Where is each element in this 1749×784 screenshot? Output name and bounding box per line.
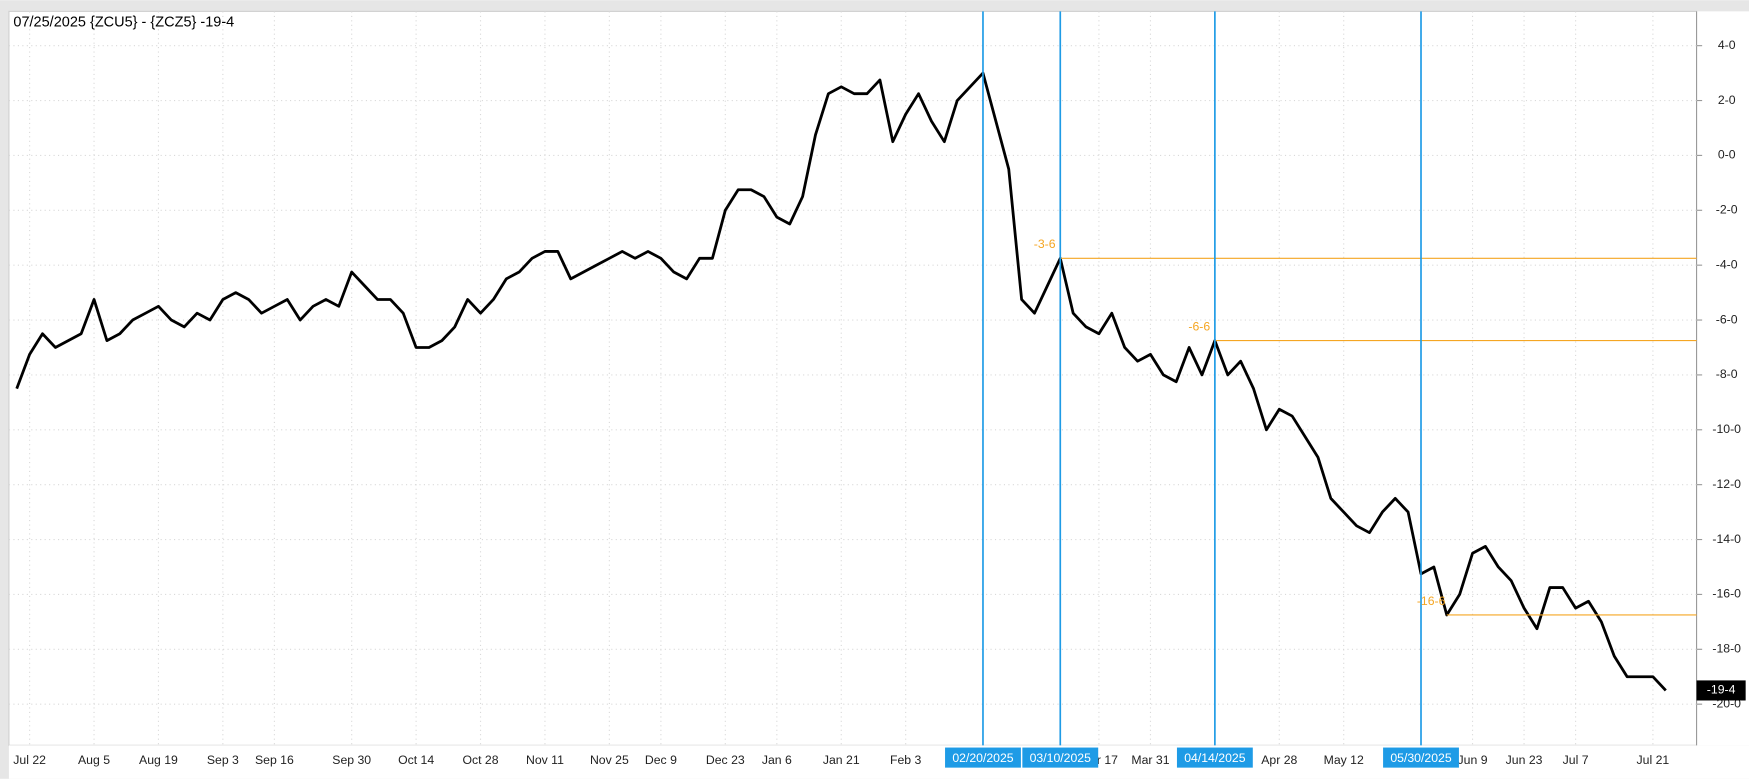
y-tick-label: -8-0 <box>1716 367 1738 381</box>
chart-title: 07/25/2025 {ZCU5} - {ZCZ5} -19-4 <box>13 14 234 30</box>
level-label: -3-6 <box>1034 237 1056 251</box>
y-tick-label: -18-0 <box>1712 642 1741 656</box>
y-tick-label: 4-0 <box>1718 38 1736 52</box>
y-tick-label: -4-0 <box>1716 257 1738 271</box>
labels: 4-0 2-0 0-0 -2-0 -4-0 -6-0 -8-0 -10-0 -12-0 -14-0… <box>13 38 1746 768</box>
y-tick-label: -12-0 <box>1712 477 1741 491</box>
y-tick-label: -16-0 <box>1712 587 1741 601</box>
x-tick-label: Dec 9 <box>645 753 677 767</box>
x-tick-label: Jan 6 <box>762 753 792 767</box>
x-tick-label: Jan 21 <box>823 753 860 767</box>
price-line <box>15 71 1667 692</box>
grid <box>8 11 1703 746</box>
x-tick-label: Apr 28 <box>1261 753 1297 767</box>
x-axis-area <box>8 745 1749 779</box>
plot-area <box>8 10 1698 746</box>
x-tick-label: Nov 11 <box>526 753 564 767</box>
x-tick-label: Dec 23 <box>706 753 745 767</box>
date-marker-label: 04/14/2025 <box>1184 751 1245 765</box>
x-tick-label: Jul 7 <box>1563 753 1589 767</box>
date-marker-box <box>945 747 1021 768</box>
y-axis-area <box>1696 11 1749 746</box>
x-tick-label: Jul 21 <box>1637 753 1670 767</box>
x-tick-label: May 12 <box>1324 753 1364 767</box>
x-tick-label: Oct 14 <box>398 753 434 767</box>
last-value-box <box>1696 680 1746 701</box>
x-tick-label: Aug 19 <box>139 753 178 767</box>
date-marker-box <box>1383 747 1459 768</box>
x-tick-label: Aug 5 <box>78 753 110 767</box>
x-tick-label: Mar 31 <box>1131 753 1169 767</box>
level-label: -6-6 <box>1188 319 1210 333</box>
x-tick-label: Nov 25 <box>590 753 629 767</box>
x-tick-label: Sep 16 <box>255 753 294 767</box>
x-tick-label: Feb 3 <box>890 753 922 767</box>
x-tick-label: Sep 30 <box>332 753 371 767</box>
date-marker-label: 03/10/2025 <box>1030 751 1091 765</box>
y-tick-label: 2-0 <box>1718 93 1736 107</box>
y-tick-label: -14-0 <box>1712 532 1741 546</box>
y-tick-label: 0-0 <box>1718 148 1736 162</box>
series <box>15 11 1697 746</box>
x-tick-label: Jun 23 <box>1506 753 1543 767</box>
date-marker-label: 05/30/2025 <box>1390 751 1451 765</box>
date-marker-box <box>1022 747 1099 768</box>
x-tick-label: Jun 9 <box>1458 753 1488 767</box>
x-tick-label: Jul 22 <box>13 753 46 767</box>
last-value-label: -19-4 <box>1707 683 1736 697</box>
y-tick-label: -2-0 <box>1716 203 1738 217</box>
date-marker-box <box>1176 747 1253 768</box>
date-marker-label: 02/20/2025 <box>952 751 1013 765</box>
x-tick-label: Sep 3 <box>207 753 239 767</box>
x-tick-label: Oct 28 <box>462 753 498 767</box>
y-tick-label: -6-0 <box>1716 312 1738 326</box>
level-label: -16-6 <box>1417 594 1446 608</box>
y-tick-label: -10-0 <box>1712 422 1741 436</box>
